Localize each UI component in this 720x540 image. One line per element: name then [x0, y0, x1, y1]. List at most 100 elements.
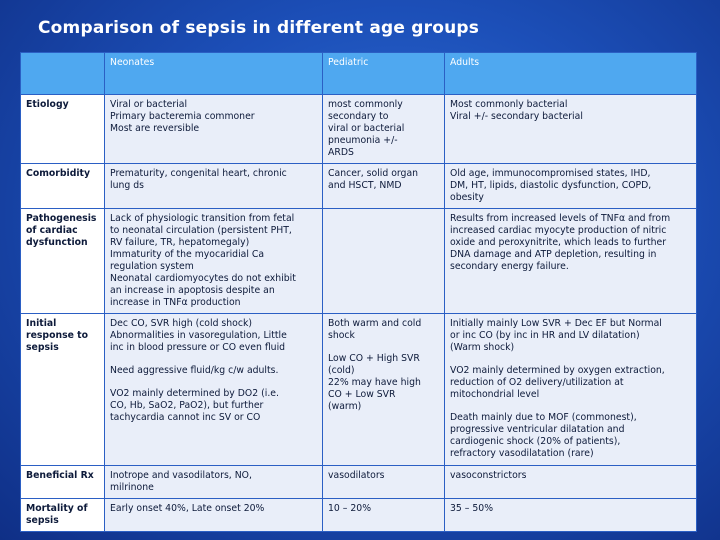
cell-line: DNA damage and ATP depletion, resulting … — [450, 249, 657, 260]
header-corner — [20, 52, 105, 95]
cell-neonates: Early onset 40%, Late onset 20% — [104, 498, 323, 532]
cell-line: Viral or bacterial — [110, 99, 188, 110]
cell-line: Need aggressive fluid/kg c/w adults. — [110, 365, 279, 376]
row-label: Beneficial Rx — [20, 465, 105, 499]
cell-line: Early onset 40%, Late onset 20% — [110, 503, 265, 514]
table-row: Mortality of sepsis Early onset 40%, Late… — [20, 498, 697, 532]
table-row: Pathogenesis of cardiac dysfunction Lack … — [20, 208, 697, 314]
cell-neonates: Lack of physiologic transition from feta… — [104, 208, 323, 314]
cell-paragraph: Initially mainly Low SVR + Dec EF but No… — [450, 318, 691, 354]
cell-line: RV failure, TR, hepatomegaly) — [110, 237, 250, 248]
cell-line: milrinone — [110, 482, 154, 493]
cell-pediatric — [322, 208, 445, 314]
cell-pediatric: Cancer, solid organ and HSCT, NMD — [322, 163, 445, 209]
header-neonates: Neonates — [104, 52, 323, 95]
slide-title: Comparison of sepsis in different age gr… — [38, 18, 480, 38]
cell-paragraph: Both warm and cold shock — [328, 318, 439, 342]
cell-paragraph: Dec CO, SVR high (cold shock) Abnormaliti… — [110, 318, 317, 354]
cell-line: 35 – 50% — [450, 503, 494, 514]
cell-pediatric: vasodilators — [322, 465, 445, 499]
cell-line: vasoconstrictors — [450, 470, 527, 481]
header-row: Neonates Pediatric Adults — [20, 52, 697, 95]
cell-paragraph: VO2 mainly determined by oxygen extracti… — [450, 365, 691, 401]
cell-line: (Warm shock) — [450, 342, 515, 353]
cell-line: Viral +/- secondary bacterial — [450, 111, 583, 122]
cell-adults: Most commonly bacterial Viral +/- seconda… — [444, 94, 697, 164]
comparison-table: Neonates Pediatric Adults Etiology Viral … — [20, 52, 697, 532]
cell-line: Old age, immunocompromised states, IHD, — [450, 168, 651, 179]
cell-line: lung ds — [110, 180, 144, 191]
cell-line: regulation system — [110, 261, 194, 272]
cell-neonates: Dec CO, SVR high (cold shock) Abnormaliti… — [104, 313, 323, 466]
cell-line: Low CO + High SVR — [328, 353, 420, 364]
cell-line: (cold) — [328, 365, 355, 376]
cell-paragraph: Low CO + High SVR (cold) 22% may have high… — [328, 353, 439, 413]
cell-line: 22% may have high — [328, 377, 421, 388]
cell-line: inc in blood pressure or CO even fluid — [110, 342, 286, 353]
cell-adults: Results from increased levels of TNFα an… — [444, 208, 697, 314]
cell-line: Most commonly bacterial — [450, 99, 568, 110]
cell-line: vasodilators — [328, 470, 385, 481]
cell-line: tachycardia cannot inc SV or CO — [110, 412, 261, 423]
cell-adults: Initially mainly Low SVR + Dec EF but No… — [444, 313, 697, 466]
cell-adults: vasoconstrictors — [444, 465, 697, 499]
cell-line: secondary energy failure. — [450, 261, 569, 272]
cell-line: shock — [328, 330, 355, 341]
cell-neonates: Inotrope and vasodilators, NO, milrinone — [104, 465, 323, 499]
header-adults: Adults — [444, 52, 697, 95]
cell-line: Death mainly due to MOF (commonest), — [450, 412, 637, 423]
cell-line: Lack of physiologic transition from feta… — [110, 213, 295, 224]
cell-line: (warm) — [328, 401, 362, 412]
cell-line: Most are reversible — [110, 123, 200, 134]
cell-paragraph: Death mainly due to MOF (commonest), prog… — [450, 412, 691, 460]
cell-pediatric: Both warm and cold shock Low CO + High SVR… — [322, 313, 445, 466]
row-label: Mortality of sepsis — [20, 498, 105, 532]
cell-pediatric: 10 – 20% — [322, 498, 445, 532]
cell-line: Results from increased levels of TNFα an… — [450, 213, 671, 224]
cell-line: VO2 mainly determined by DO2 (i.e. — [110, 388, 279, 399]
cell-line: Primary bacteremia commoner — [110, 111, 255, 122]
cell-line: CO, Hb, SaO2, PaO2), but further — [110, 400, 264, 411]
cell-neonates: Viral or bacterial Primary bacteremia com… — [104, 94, 323, 164]
cell-adults: 35 – 50% — [444, 498, 697, 532]
cell-line: DM, HT, lipids, diastolic dysfunction, C… — [450, 180, 652, 191]
cell-line: VO2 mainly determined by oxygen extracti… — [450, 365, 665, 376]
cell-line: pneumonia +/- — [328, 135, 398, 146]
cell-line: 10 – 20% — [328, 503, 372, 514]
cell-line: to neonatal circulation (persistent PHT, — [110, 225, 292, 236]
cell-line: Both warm and cold — [328, 318, 422, 329]
cell-line: Abnormalities in vasoregulation, Little — [110, 330, 287, 341]
cell-line: or inc CO (by inc in HR and LV dilatatio… — [450, 330, 640, 341]
cell-line: Dec CO, SVR high (cold shock) — [110, 318, 252, 329]
cell-line: Cancer, solid organ — [328, 168, 419, 179]
cell-line: viral or bacterial — [328, 123, 405, 134]
row-label: Comorbidity — [20, 163, 105, 209]
cell-neonates: Prematurity, congenital heart, chronic lu… — [104, 163, 323, 209]
cell-line: Neonatal cardiomyocytes do not exhibit — [110, 273, 296, 284]
cell-line: Inotrope and vasodilators, NO, — [110, 470, 252, 481]
cell-line: most commonly — [328, 99, 403, 110]
table-row: Initial response to sepsis Dec CO, SVR hi… — [20, 313, 697, 466]
cell-line: Prematurity, congenital heart, chronic — [110, 168, 287, 179]
cell-line: progressive ventricular dilatation and — [450, 424, 625, 435]
row-label: Pathogenesis of cardiac dysfunction — [20, 208, 105, 314]
cell-line: an increase in apoptosis despite an — [110, 285, 275, 296]
table-row: Comorbidity Prematurity, congenital heart… — [20, 163, 697, 209]
cell-paragraph: VO2 mainly determined by DO2 (i.e. CO, Hb… — [110, 388, 317, 424]
cell-line: CO + Low SVR — [328, 389, 396, 400]
cell-paragraph: Need aggressive fluid/kg c/w adults. — [110, 365, 317, 377]
cell-line: increase in TNFα production — [110, 297, 241, 308]
cell-line: Initially mainly Low SVR + Dec EF but No… — [450, 318, 662, 329]
cell-line: obesity — [450, 192, 484, 203]
cell-line: ARDS — [328, 147, 354, 158]
cell-line: cardiogenic shock (20% of patients), — [450, 436, 621, 447]
cell-line: secondary to — [328, 111, 389, 122]
table-row: Beneficial Rx Inotrope and vasodilators, … — [20, 465, 697, 499]
cell-line: increased cardiac myocyte production of … — [450, 225, 667, 236]
cell-line: oxide and peroxynitrite, which leads to … — [450, 237, 667, 248]
row-label: Etiology — [20, 94, 105, 164]
header-pediatric: Pediatric — [322, 52, 445, 95]
cell-line: and HSCT, NMD — [328, 180, 402, 191]
cell-line: mitochondrial level — [450, 389, 540, 400]
cell-line: Immaturity of the myocaridial Ca — [110, 249, 265, 260]
